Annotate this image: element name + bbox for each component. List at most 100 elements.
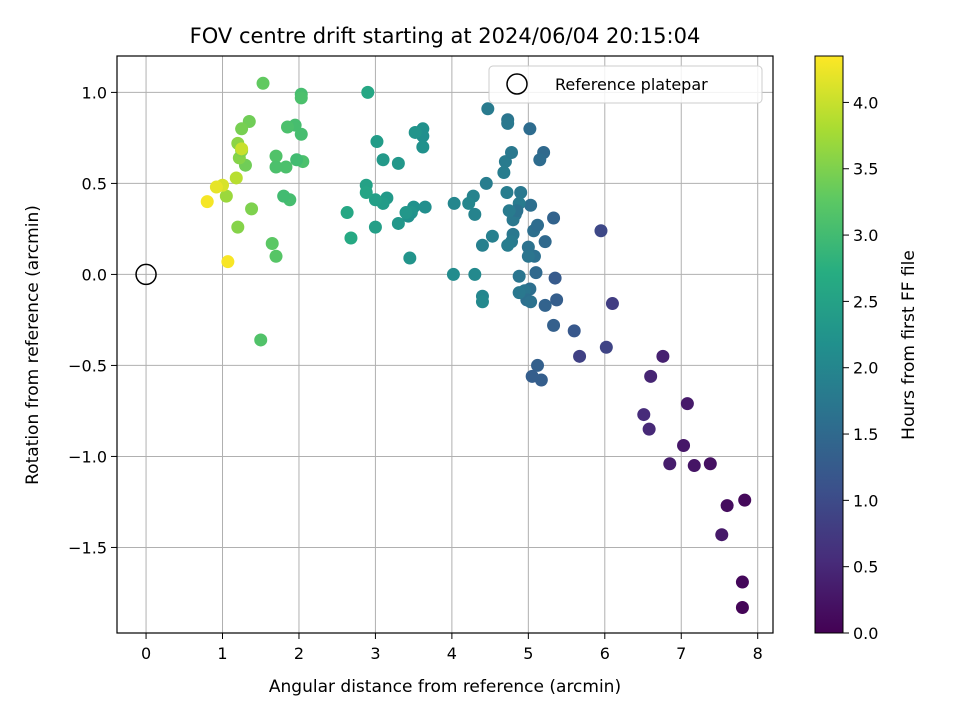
data-point — [209, 180, 223, 194]
data-points — [200, 76, 752, 615]
data-point — [254, 333, 268, 347]
data-point — [501, 116, 515, 130]
y-axis-ticks: −1.5 −1.0 −0.5 0.0 0.5 1.0 — [68, 83, 117, 557]
data-point — [735, 575, 749, 589]
data-point — [391, 156, 405, 170]
data-point — [446, 267, 460, 281]
colorbar-tick-label: 0.0 — [853, 624, 878, 643]
data-point — [715, 528, 729, 542]
data-point — [644, 369, 658, 383]
x-tick-label: 5 — [523, 644, 533, 663]
data-point — [475, 238, 489, 252]
data-point — [359, 186, 373, 200]
data-point — [231, 220, 245, 234]
data-point — [468, 207, 482, 221]
y-tick-label: −1.5 — [68, 538, 107, 557]
data-point — [221, 255, 235, 269]
data-point — [344, 231, 358, 245]
data-point — [376, 153, 390, 167]
data-point — [720, 499, 734, 513]
data-point — [235, 142, 249, 156]
grid-lines — [117, 56, 773, 633]
data-point — [368, 193, 382, 207]
data-point — [245, 202, 259, 216]
data-point — [235, 122, 249, 136]
data-point — [229, 171, 243, 185]
data-point — [538, 298, 552, 312]
colorbar-tick-label: 0.5 — [853, 558, 878, 577]
x-tick-label: 0 — [141, 644, 151, 663]
colorbar-tick-label: 2.5 — [853, 292, 878, 311]
colorbar-tick-label: 2.0 — [853, 359, 878, 378]
x-tick-label: 8 — [753, 644, 763, 663]
x-axis-ticks: 0 1 2 3 4 5 6 7 8 — [141, 633, 763, 663]
data-point — [256, 76, 270, 90]
legend-box — [488, 65, 763, 104]
x-tick-label: 7 — [676, 644, 686, 663]
data-point — [529, 266, 543, 280]
plot-frame — [116, 55, 774, 634]
colorbar: 0.0 0.5 1.0 1.5 2.0 2.5 3.0 3.5 4.0 Hours from f… — [814, 55, 919, 643]
data-point — [531, 218, 545, 232]
data-point — [370, 135, 384, 149]
data-point — [547, 318, 561, 332]
reference-marker-layer — [135, 263, 157, 286]
data-point — [637, 408, 651, 422]
data-point — [533, 153, 547, 167]
data-point — [531, 358, 545, 372]
data-point — [269, 160, 283, 174]
x-tick-label: 4 — [447, 644, 457, 663]
data-point — [500, 186, 514, 200]
data-point — [498, 155, 512, 169]
data-point — [277, 189, 291, 203]
data-point — [340, 206, 354, 220]
data-point — [219, 189, 233, 203]
data-point — [524, 295, 538, 309]
colorbar-tick-label: 1.0 — [853, 491, 878, 510]
y-tick-label: −1.0 — [68, 447, 107, 466]
data-point — [703, 457, 717, 471]
data-point — [269, 149, 283, 163]
data-point — [418, 200, 432, 214]
data-point — [462, 196, 476, 210]
data-point — [502, 204, 516, 218]
data-point — [687, 459, 701, 473]
data-point — [573, 349, 587, 363]
data-point — [567, 324, 581, 338]
data-point — [475, 295, 489, 309]
legend: Reference platepar — [488, 65, 763, 104]
chart-title: FOV centre drift starting at 2024/06/04 … — [190, 24, 701, 48]
data-point — [599, 340, 613, 354]
data-point — [521, 249, 535, 263]
data-point — [279, 160, 293, 174]
data-point — [524, 198, 538, 212]
legend-hollow-circle-icon — [506, 73, 528, 95]
x-tick-label: 2 — [294, 644, 304, 663]
data-point — [497, 165, 511, 179]
data-point — [294, 127, 308, 141]
data-point — [200, 195, 214, 209]
data-point — [525, 369, 539, 383]
data-point — [485, 229, 499, 243]
x-tick-label: 6 — [600, 644, 610, 663]
data-point — [368, 220, 382, 234]
data-point — [548, 271, 562, 285]
colorbar-label: Hours from first FF file — [899, 250, 919, 440]
data-point — [481, 102, 495, 116]
data-point — [280, 120, 294, 134]
data-point — [468, 267, 482, 281]
data-point — [677, 439, 691, 453]
data-point — [408, 125, 422, 139]
data-point — [547, 211, 561, 225]
data-point — [514, 186, 528, 200]
data-point — [512, 269, 526, 283]
x-tick-label: 3 — [370, 644, 380, 663]
data-point — [391, 216, 405, 230]
data-point — [642, 422, 656, 436]
data-point — [399, 206, 413, 220]
x-axis-label: Angular distance from reference (arcmin) — [269, 677, 621, 697]
data-point — [538, 235, 552, 249]
colorbar-gradient — [814, 55, 844, 634]
data-point — [269, 249, 283, 263]
data-point — [656, 349, 670, 363]
